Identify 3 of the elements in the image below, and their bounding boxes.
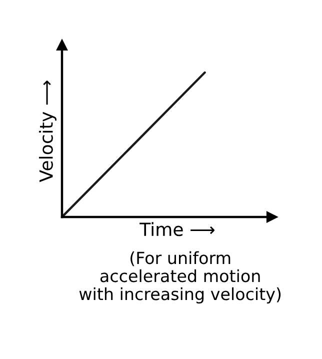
x-axis-title: Time ⟶ bbox=[140, 222, 215, 236]
y-axis-title: Velocity ⟶ bbox=[38, 80, 56, 182]
text: (For uniform accelerated motion with increasing velocity) bbox=[79, 251, 281, 304]
